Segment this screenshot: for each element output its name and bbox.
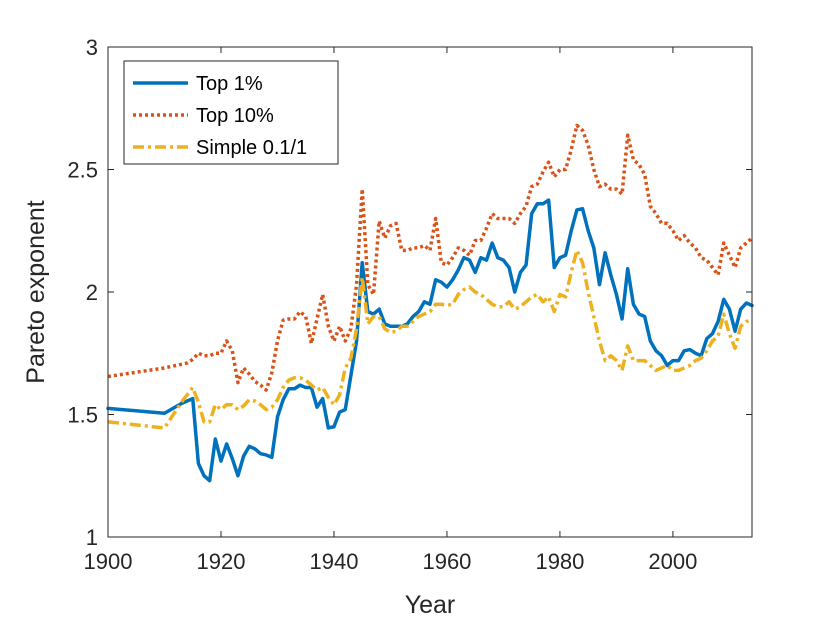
legend-label-3: Simple 0.1/1 — [196, 137, 307, 159]
x-tick-label: 1900 — [84, 549, 133, 574]
y-tick-label: 2 — [86, 280, 98, 305]
x-tick-label: 1960 — [422, 549, 471, 574]
y-axis-title: Pareto exponent — [22, 200, 50, 384]
x-tick-label: 1920 — [197, 549, 246, 574]
y-tick-label: 1 — [86, 525, 98, 550]
y-tick-label: 1.5 — [67, 403, 98, 428]
series-layer — [106, 123, 754, 483]
tick-labels-layer: 1900 1920 1940 1960 1980 2000 1 1.5 2 2.5 3 — [67, 35, 697, 574]
series-line-1 — [106, 198, 754, 483]
legend: Top 1% Top 10% Simple 0.1/1 — [123, 60, 339, 165]
x-tick-label: 1980 — [535, 549, 584, 574]
x-axis-title: Year — [405, 591, 456, 619]
series-line-3 — [107, 248, 753, 430]
legend-label-2: Top 10% — [196, 105, 274, 127]
y-tick-label: 3 — [86, 35, 98, 60]
y-tick-label: 2.5 — [67, 158, 98, 183]
x-tick-label: 2000 — [648, 549, 697, 574]
series-line-2 — [107, 123, 754, 392]
plot-frame — [107, 46, 753, 538]
x-tick-label: 1940 — [309, 549, 358, 574]
legend-label-1: Top 1% — [196, 73, 263, 95]
